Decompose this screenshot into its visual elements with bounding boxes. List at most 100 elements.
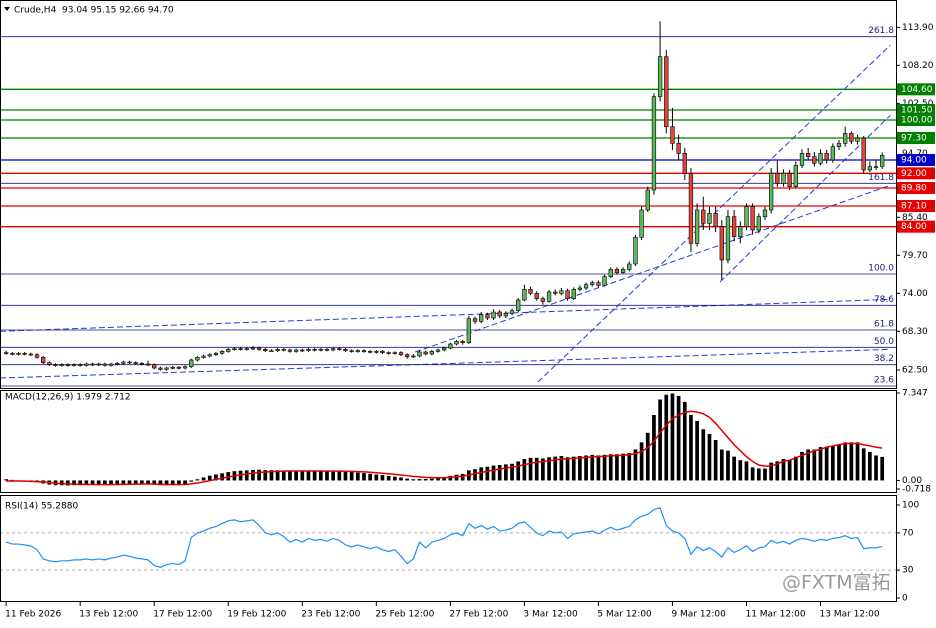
candle-body bbox=[577, 287, 583, 290]
candle-body bbox=[491, 311, 496, 319]
macd-bar bbox=[405, 478, 410, 481]
macd-bar bbox=[763, 468, 767, 481]
macd-bar bbox=[164, 480, 169, 486]
candle-body bbox=[96, 363, 101, 366]
candle-body bbox=[497, 311, 502, 317]
macd-bar bbox=[275, 470, 280, 481]
fib-label: 161.8 bbox=[868, 173, 894, 183]
macd-bar bbox=[460, 473, 465, 481]
macd-bar bbox=[325, 471, 329, 481]
macd-bar bbox=[10, 479, 15, 481]
macd-bar bbox=[485, 466, 490, 481]
y-tick-label: 0.00 bbox=[902, 476, 922, 486]
level-label: 92.00 bbox=[901, 169, 927, 179]
fib-label: 61.8 bbox=[874, 320, 894, 330]
rsi-panel-frame bbox=[0, 495, 897, 602]
macd-bar bbox=[269, 470, 274, 481]
macd-bar bbox=[183, 480, 187, 485]
x-tick-label: 25 Feb 12:00 bbox=[375, 610, 434, 620]
macd-bar bbox=[874, 455, 878, 481]
macd-bar bbox=[177, 480, 181, 485]
x-tick-label: 13 Feb 12:00 bbox=[79, 610, 138, 620]
macd-bar bbox=[417, 479, 422, 481]
candle-body bbox=[812, 156, 817, 164]
macd-bar bbox=[90, 480, 95, 485]
candle-body bbox=[330, 348, 336, 351]
macd-bar bbox=[837, 444, 841, 481]
macd-panel-frame bbox=[0, 390, 897, 493]
candle-body bbox=[47, 362, 52, 365]
macd-bar bbox=[170, 480, 175, 485]
macd-bar bbox=[504, 464, 508, 481]
fib-label: 100.0 bbox=[868, 264, 894, 274]
candle-body bbox=[219, 351, 225, 354]
macd-bar bbox=[824, 447, 829, 481]
y-tick-label: 0 bbox=[902, 594, 908, 604]
candle-body bbox=[528, 289, 533, 294]
candle-body bbox=[386, 352, 391, 354]
macd-bar bbox=[645, 432, 650, 481]
candle-body bbox=[435, 349, 441, 352]
candle-body bbox=[293, 349, 299, 352]
candle-body bbox=[102, 363, 108, 366]
macd-bar bbox=[288, 470, 292, 481]
candle-body bbox=[627, 263, 632, 270]
macd-bar bbox=[349, 472, 354, 481]
fib-label: 23.6 bbox=[874, 376, 894, 386]
candle-body bbox=[411, 355, 416, 358]
y-tick-label: 100 bbox=[902, 501, 919, 511]
macd-bar bbox=[479, 467, 484, 481]
macd-bar bbox=[491, 465, 496, 481]
menu-arrow[interactable] bbox=[4, 7, 10, 11]
y-tick-label: 68.30 bbox=[902, 327, 928, 337]
candle-body bbox=[195, 357, 200, 361]
macd-bar bbox=[473, 469, 477, 481]
level-label: 104.60 bbox=[901, 85, 933, 95]
macd-bar bbox=[96, 480, 101, 485]
level-label: 84.00 bbox=[901, 222, 927, 232]
y-tick-label: 62.50 bbox=[902, 366, 928, 376]
candle-body bbox=[824, 153, 829, 161]
candle-body bbox=[232, 348, 237, 350]
candle-body bbox=[176, 367, 182, 369]
macd-bar bbox=[423, 479, 428, 481]
macd-bar bbox=[4, 479, 9, 481]
candle-body bbox=[226, 349, 231, 352]
candle-body bbox=[121, 361, 126, 364]
macd-bar bbox=[392, 476, 397, 481]
candle-body bbox=[127, 361, 132, 364]
candle-body bbox=[738, 226, 743, 237]
macd-bar bbox=[541, 458, 545, 481]
candle-body bbox=[781, 173, 786, 184]
macd-bar bbox=[769, 462, 773, 481]
candle-body bbox=[78, 364, 83, 366]
y-tick-label: -0.718 bbox=[902, 485, 931, 495]
candle-body bbox=[460, 341, 465, 343]
candle-body bbox=[90, 363, 95, 366]
macd-bar bbox=[510, 463, 514, 481]
candle-body bbox=[676, 143, 681, 154]
candle-body bbox=[133, 362, 138, 364]
candle-body bbox=[485, 314, 490, 319]
y-tick-label: 79.70 bbox=[902, 251, 928, 261]
macd-bar bbox=[775, 461, 780, 481]
candle-body bbox=[590, 282, 595, 285]
level-label: 97.30 bbox=[901, 134, 927, 144]
macd-bar bbox=[78, 480, 83, 486]
x-tick-label: 17 Feb 12:00 bbox=[153, 610, 212, 620]
candle-body bbox=[269, 350, 274, 352]
candle-body bbox=[806, 153, 811, 157]
bid-label: 94.70 bbox=[902, 149, 928, 159]
x-tick-label: 5 Mar 12:00 bbox=[597, 610, 652, 620]
candle-body bbox=[28, 353, 33, 356]
candle-body bbox=[65, 364, 71, 366]
candle-body bbox=[71, 364, 77, 366]
macd-bar bbox=[806, 449, 811, 481]
macd-bar bbox=[559, 456, 564, 481]
candle-body bbox=[374, 351, 379, 353]
macd-bar bbox=[633, 449, 638, 481]
candle-body bbox=[633, 237, 638, 265]
candle-body bbox=[170, 367, 175, 369]
